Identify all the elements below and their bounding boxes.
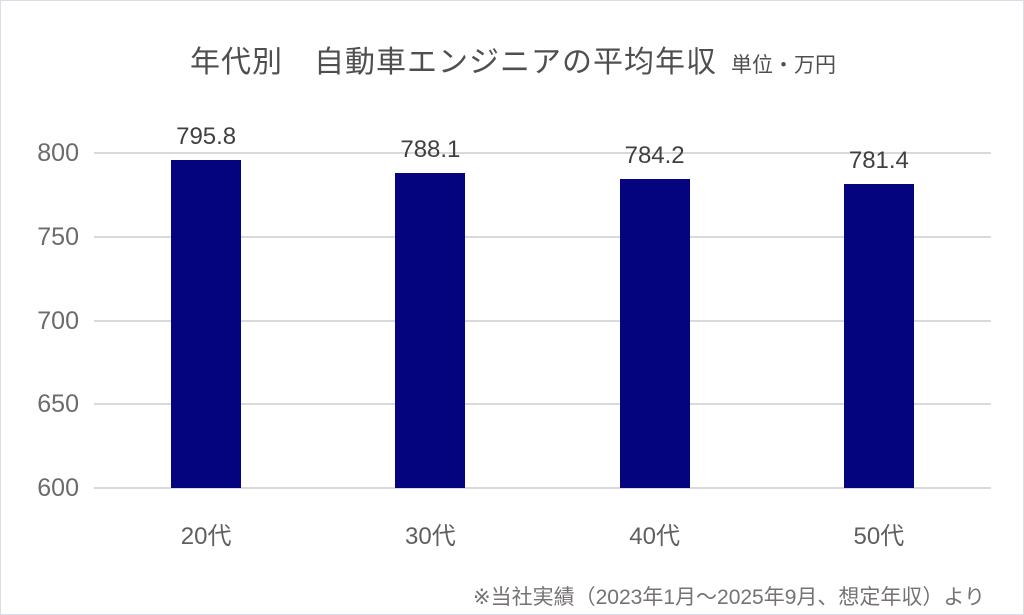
gridline-y-650 [94,403,991,406]
bar-20代 [171,160,242,488]
gridline-y-750 [94,235,991,238]
x-axis-category-label-50代: 50代 [853,523,905,550]
x-axis-category-label-20代: 20代 [180,523,232,550]
chart-footnote: ※当社実績（2023年1月～2025年9月、想定年収）より [473,586,985,609]
value-label-30代: 788.1 [400,135,461,163]
y-axis-tick-label-600: 600 [37,474,79,502]
chart-title: 年代別 自動車エンジニアの平均年収 [190,46,717,79]
value-label-20代: 795.8 [176,123,237,151]
y-axis-tick-label-750: 750 [37,222,79,251]
y-axis-tick-label-800: 800 [37,139,79,167]
gridline-y-600 [94,487,991,489]
x-axis-category-label-30代: 30代 [405,523,456,550]
y-axis-tick-label-700: 700 [37,306,79,335]
chart-title-row: 年代別 自動車エンジニアの平均年収 単位・万円 [1,37,1023,81]
bar-30代 [395,172,466,488]
bar-50代 [843,184,914,488]
bar-40代 [619,179,690,488]
value-label-50代: 781.4 [848,147,909,175]
value-label-40代: 784.2 [624,142,685,170]
y-axis-tick-label-650: 650 [37,390,79,419]
chart-unit-label: 単位・万円 [731,54,836,77]
x-axis-category-label-40代: 40代 [629,523,680,550]
gridline-y-700 [94,319,991,322]
gridline-y-800 [94,152,991,154]
